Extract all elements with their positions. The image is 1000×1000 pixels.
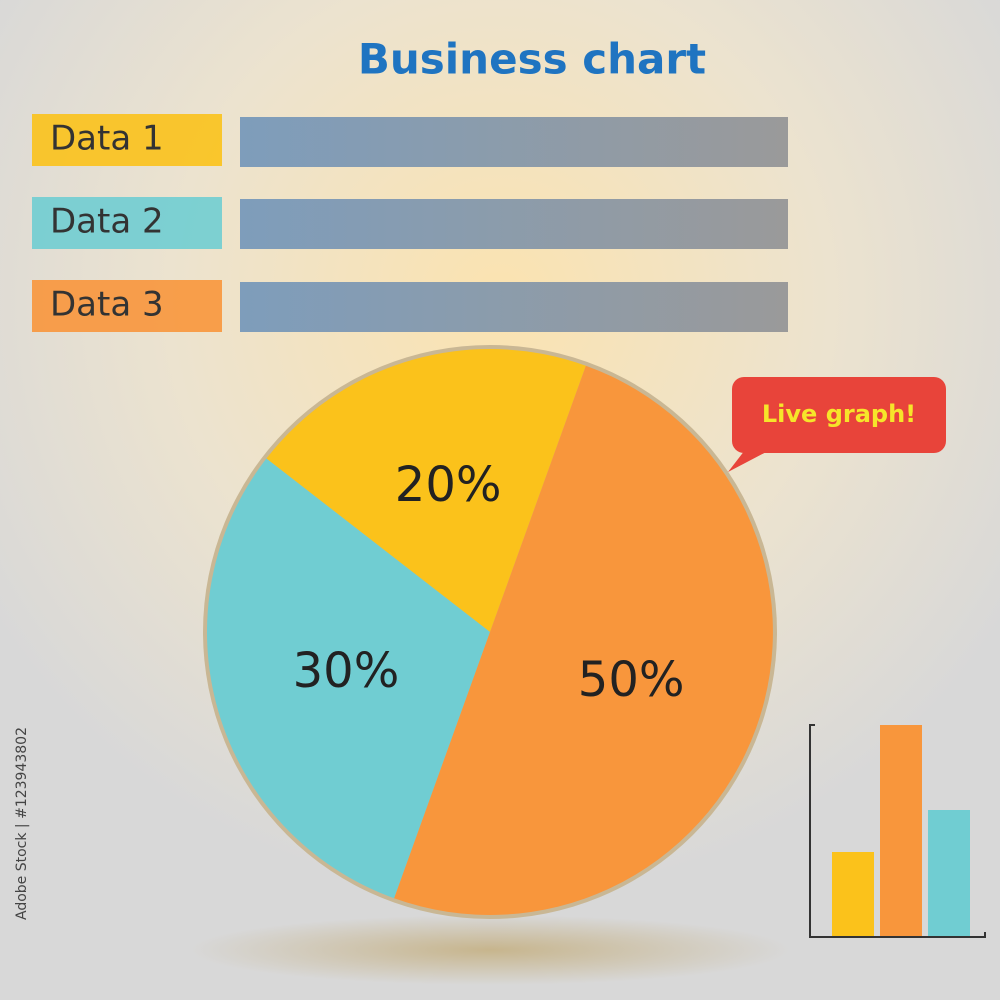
pie-slice [394, 365, 773, 915]
legend-label: Data 1 [50, 119, 164, 159]
slice-label: 50% [578, 652, 685, 708]
legend-label: Data 3 [50, 285, 164, 325]
pie-slice [207, 458, 490, 899]
bubble-tail [728, 450, 770, 472]
legend-label: Data 2 [50, 202, 164, 242]
slice-label: 20% [395, 457, 502, 513]
chart-title: Business chart [358, 35, 706, 84]
icon-bar [928, 810, 970, 936]
legend-bar [240, 282, 788, 332]
annotation: Live graph! [762, 400, 916, 428]
icon-bar [880, 725, 922, 936]
legend-swatch [32, 280, 222, 332]
slice-label: 30% [293, 643, 400, 699]
bubble-box [732, 377, 946, 453]
icon-bar [832, 852, 874, 936]
watermark: Adobe Stock | #123943802 [14, 727, 30, 920]
legend-swatch [32, 114, 222, 166]
bar-icon [809, 724, 986, 938]
legend-bar [240, 199, 788, 249]
pie-slice [266, 349, 586, 632]
pie-shadow [190, 915, 790, 985]
icon-axis [809, 724, 986, 938]
bubble: Live graph! [728, 377, 946, 472]
legend-bar [240, 117, 788, 167]
legend-swatch [32, 197, 222, 249]
